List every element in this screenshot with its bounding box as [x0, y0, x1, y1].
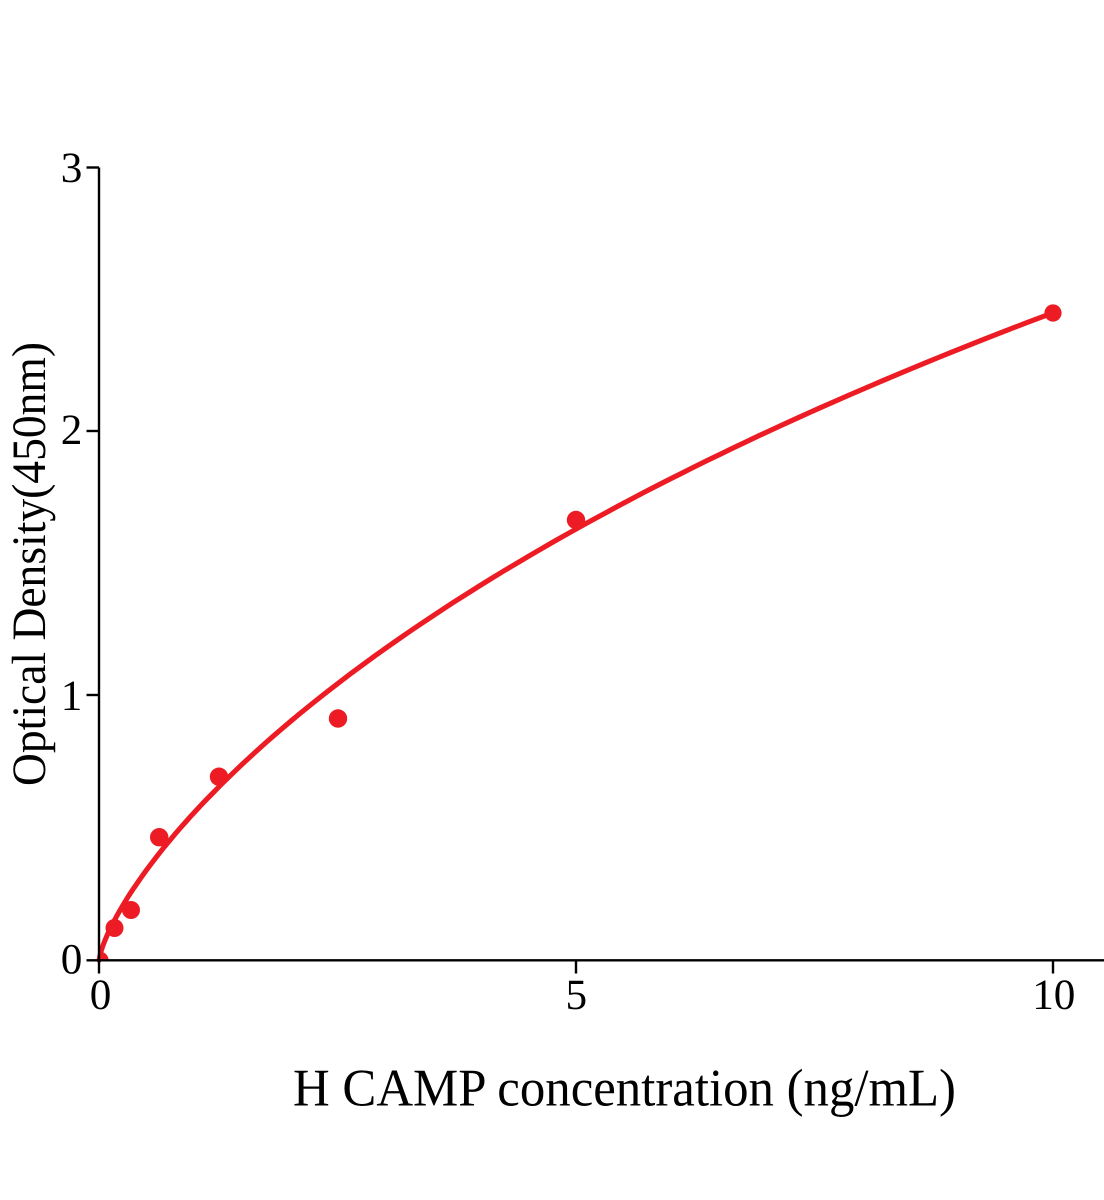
svg-text:0: 0: [61, 936, 83, 983]
svg-text:2: 2: [61, 407, 83, 454]
svg-text:Optical Density(450nm): Optical Density(450nm): [3, 342, 56, 786]
svg-text:0: 0: [90, 972, 112, 1019]
svg-text:10: 10: [1032, 972, 1075, 1019]
svg-text:5: 5: [566, 972, 588, 1019]
svg-text:3: 3: [61, 145, 83, 192]
svg-text:1: 1: [61, 673, 83, 720]
svg-text:H CAMP concentration (ng/mL): H CAMP concentration (ng/mL): [293, 1060, 956, 1118]
